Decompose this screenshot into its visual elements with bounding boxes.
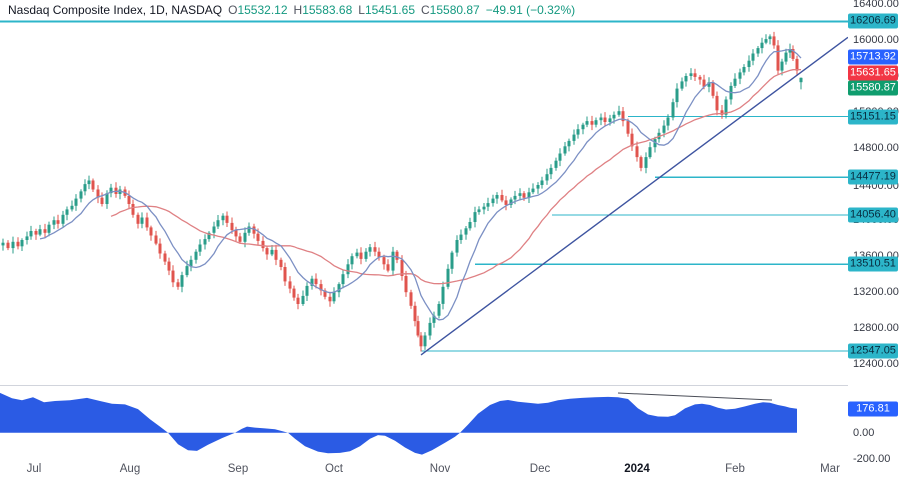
ohlc-key: O [228,3,238,17]
time-axis-label-feb: Feb [725,463,745,475]
time-axis-label-dec: Dec [529,463,551,475]
ohlc-key: H [293,3,303,17]
price-axis-tick: 13200.00 [853,286,899,298]
symbol-title[interactable]: Nasdaq Composite Index, 1D, NASDAQ [8,3,223,17]
ohlc-key: L [358,3,365,17]
change-value: −49.91 (−0.32%) [485,3,576,17]
oscillator-area [0,392,797,455]
price-axis-tick: 12400.00 [853,358,899,370]
price-label-1571392: 15713.92 [848,49,898,65]
osc-axis-tick: 0.00 [853,427,875,439]
moving-averages [39,48,802,321]
legend: Nasdaq Composite Index, 1D, NASDAQ O15532… [8,3,580,17]
price-label-1563165: 15631.65 [848,65,898,80]
price-label-1620669: 16206.69 [848,13,898,29]
price-axis-tick: 16400.00 [853,0,899,10]
ohlc-key: C [421,3,430,17]
price-label-1447719: 14477.19 [848,169,898,185]
price-label-17681: 176.81 [848,401,898,417]
ohlc-values: O15532.12 H15583.68 L15451.65 C15580.87 [222,3,480,17]
price-label-1405640: 14056.40 [848,207,898,223]
price-label-1254705: 12547.05 [848,343,898,359]
time-axis-label-mar: Mar [820,463,840,475]
price-axis-tick: 14800.00 [853,142,899,154]
time-axis-label-2024: 2024 [624,463,650,475]
time-axis-label-oct: Oct [325,463,343,475]
time-axis-label-aug: Aug [119,463,141,475]
price-axis-tick: 16000.00 [853,34,899,46]
ohlc-value: 15580.87 [429,3,480,17]
time-axis-label-jul: Jul [26,463,42,475]
time-axis-label-sep: Sep [227,463,249,475]
osc-axis-tick: -200.00 [853,453,891,465]
price-label-1351051: 13510.51 [848,256,898,272]
time-axis-label-nov: Nov [429,463,451,475]
price-axis-tick: 12800.00 [853,322,899,334]
horizontal-levels [0,20,848,352]
candles [1,31,803,352]
ohlc-value: 15451.65 [364,3,415,17]
ohlc-value: 15532.12 [237,3,288,17]
panel-dividers [0,0,900,461]
price-label-1515115: 15151.15 [848,109,898,124]
time-axis[interactable] [0,460,900,483]
trend-lines [420,36,849,356]
price-label-1558087: 15580.87 [848,80,898,96]
ohlc-value: 15583.68 [302,3,353,17]
